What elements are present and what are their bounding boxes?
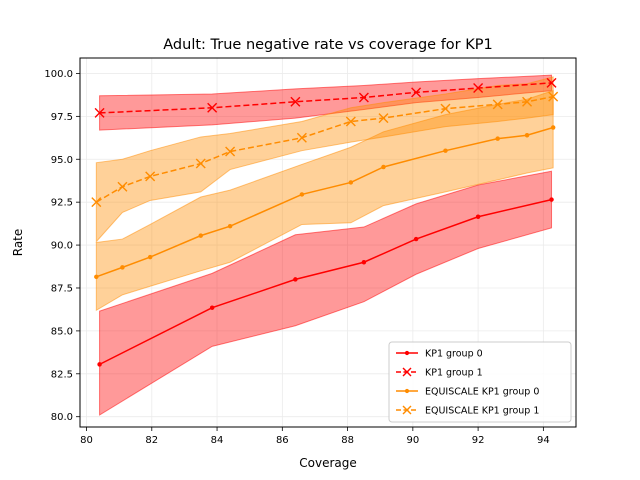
data-point <box>117 181 128 192</box>
data-point <box>411 87 422 98</box>
x-tick-label: 92 <box>472 435 485 446</box>
plot-frame <box>79 57 577 428</box>
legend-label: KP1 group 0 <box>425 349 483 360</box>
y-tick-label: 87.5 <box>51 283 73 294</box>
data-point <box>348 180 354 185</box>
x-tick-label: 88 <box>341 435 354 446</box>
data-point <box>345 116 356 127</box>
x-tick-label: 84 <box>211 435 224 446</box>
legend-marker <box>402 367 412 377</box>
data-point <box>299 192 305 197</box>
data-point <box>475 214 481 219</box>
data-point <box>97 362 102 367</box>
grid <box>80 58 576 427</box>
legend-label: KP1 group 1 <box>425 368 483 379</box>
x-tick-label: 86 <box>276 435 289 446</box>
y-tick-label: 90.0 <box>51 241 73 252</box>
data-point <box>358 92 369 103</box>
y-tick-label: 92.5 <box>51 198 73 209</box>
confidence-band <box>99 74 553 131</box>
series-line <box>95 95 554 203</box>
data-point <box>549 197 554 202</box>
y-tick-label: 97.5 <box>51 112 73 123</box>
data-point <box>296 132 307 143</box>
legend-box <box>388 341 572 423</box>
data-point <box>293 277 298 282</box>
data-point <box>91 197 102 208</box>
data-point <box>209 305 215 310</box>
confidence-band <box>95 76 554 243</box>
data-point <box>548 91 559 102</box>
data-point <box>524 132 530 138</box>
y-tick-label: 80.0 <box>51 412 73 423</box>
data-point <box>495 136 500 141</box>
legend-marker <box>404 350 410 356</box>
x-tick-label: 80 <box>80 435 93 446</box>
y-tick-label: 95.0 <box>51 155 73 166</box>
legend: KP1 group 0 KP1 group 1 EQUISCALE KP1 grou… <box>388 341 572 423</box>
data-point <box>440 103 451 114</box>
data-point <box>550 125 556 130</box>
data-point <box>225 146 236 157</box>
chart-title: Adult: True negative rate vs coverage fo… <box>163 37 492 53</box>
legend-marker <box>404 388 410 394</box>
data-point <box>361 259 367 265</box>
data-point <box>443 148 448 153</box>
confidence-band <box>99 170 553 416</box>
data-point <box>227 223 233 229</box>
y-tick-label: 85.0 <box>51 326 73 337</box>
x-tick-label: 90 <box>406 435 419 446</box>
y-axis-label: Rate <box>11 229 25 257</box>
data-point <box>94 107 105 118</box>
series-markers <box>91 77 559 367</box>
data-point <box>145 171 156 182</box>
data-point <box>120 265 125 270</box>
x-tick-label: 82 <box>145 435 158 446</box>
data-point <box>381 164 386 170</box>
x-tick-label: 94 <box>537 435 550 446</box>
legend-label: EQUISCALE KP1 group 1 <box>425 406 539 417</box>
data-point <box>492 99 503 110</box>
y-tick-label: 100.0 <box>44 69 73 80</box>
series-line <box>96 126 554 278</box>
data-point <box>94 274 99 280</box>
x-axis-label: Coverage <box>299 456 357 470</box>
y-axis-ticks: 80.0 82.5 85.0 87.5 90.0 92.5 95.0 97.5 100.0 <box>44 69 80 423</box>
data-point <box>198 233 203 238</box>
data-point <box>522 96 533 107</box>
confidence-band <box>95 89 554 312</box>
data-point <box>207 102 218 113</box>
data-point <box>413 236 419 242</box>
legend-label: EQUISCALE KP1 group 0 <box>425 387 539 398</box>
data-point <box>195 158 206 169</box>
data-point <box>290 96 301 107</box>
legend-marker <box>402 405 412 415</box>
data-point <box>473 83 484 94</box>
x-axis-ticks: 80 82 84 86 88 90 92 94 <box>80 427 550 446</box>
confidence-bands <box>95 74 554 416</box>
data-point <box>378 113 389 124</box>
data-point <box>546 77 557 88</box>
data-point <box>147 254 153 260</box>
y-tick-label: 82.5 <box>51 369 73 380</box>
